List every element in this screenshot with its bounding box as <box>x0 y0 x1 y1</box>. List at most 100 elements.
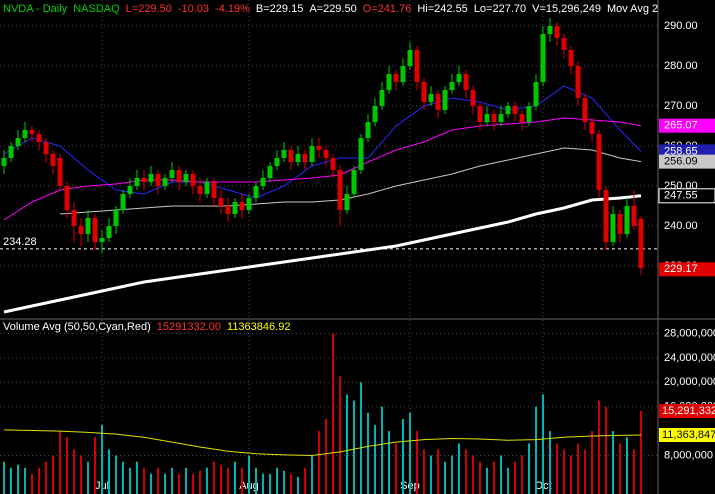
volume-bar <box>241 467 243 494</box>
candle-body <box>176 170 182 182</box>
price-label: 265.07 <box>664 120 698 132</box>
candle-body <box>624 206 630 234</box>
candle-body <box>316 146 322 150</box>
candle-body <box>43 142 49 154</box>
volume-bar <box>10 467 12 494</box>
candle-body <box>253 186 259 198</box>
volume-bar <box>220 464 222 494</box>
volume-bar <box>430 455 432 494</box>
candle-body <box>421 82 427 102</box>
candle-body <box>561 38 567 50</box>
candle-body <box>596 134 602 190</box>
volume-bar <box>290 473 292 494</box>
candle-body <box>470 90 476 106</box>
candle-body <box>71 210 77 226</box>
volume-bar <box>122 461 124 494</box>
candle-body <box>372 106 378 122</box>
candle-body <box>498 114 504 122</box>
candle-body <box>512 106 518 114</box>
header-item: Mov Avg 2 <box>607 3 658 15</box>
candle-body <box>29 130 35 134</box>
volume-bar <box>59 431 61 494</box>
volume-bar <box>535 406 537 494</box>
candle-body <box>239 202 245 210</box>
candle-body <box>491 114 497 122</box>
candle-body <box>232 202 238 214</box>
candle-body <box>85 218 91 234</box>
volume-bar <box>423 449 425 494</box>
volume-bar <box>283 470 285 494</box>
candle-body <box>50 154 56 166</box>
volume-label: 15,291,332 <box>662 405 715 417</box>
volume-bar <box>108 449 110 494</box>
candle-body <box>22 130 28 138</box>
candle-body <box>15 138 21 146</box>
header-item: Lo=227.70 <box>474 3 526 15</box>
candle-body <box>344 194 350 210</box>
volume-bar <box>626 437 628 494</box>
header-item: B=229.15 <box>256 3 303 15</box>
candle-body <box>554 26 560 38</box>
candle-body <box>302 154 308 162</box>
candle-body <box>113 210 119 226</box>
candle-body <box>36 134 42 142</box>
volume-bar <box>570 455 572 494</box>
volume-bar <box>24 467 26 494</box>
candle-body <box>267 166 273 178</box>
candle-body <box>526 106 532 122</box>
volume-tick-label: 28,000,000 <box>664 327 715 339</box>
volume-bar <box>206 467 208 494</box>
volume-bar <box>577 443 579 494</box>
volume-bar <box>87 461 89 494</box>
volume-bar <box>297 476 299 494</box>
candle-body <box>162 178 168 186</box>
volume-bar <box>458 443 460 494</box>
price-label: 229.17 <box>664 263 698 275</box>
volume-tick-label: 20,000,000 <box>664 376 715 388</box>
volume-bar <box>472 455 474 494</box>
candle-body <box>365 122 371 138</box>
header-item: -4.19% <box>215 3 250 15</box>
volume-bar <box>437 449 439 494</box>
volume-bar <box>332 333 334 494</box>
candle-body <box>414 50 420 82</box>
volume-bar <box>500 455 502 494</box>
volume-bar <box>381 406 383 494</box>
reference-label: 234.28 <box>3 236 37 248</box>
candle-body <box>190 174 196 186</box>
volume-average-line <box>3 429 642 457</box>
volume-bar <box>528 443 530 494</box>
volume-bar <box>346 394 348 494</box>
volume-bar <box>185 467 187 494</box>
volume-bar <box>66 437 68 494</box>
header-item: A=229.50 <box>309 3 356 15</box>
candle-body <box>533 82 539 106</box>
candle-body <box>155 174 161 186</box>
volume-bar <box>318 431 320 494</box>
volume-bar <box>388 431 390 494</box>
candle-body <box>400 66 406 82</box>
volume-label-box <box>659 427 715 442</box>
volume-bar <box>262 473 264 494</box>
candle-body <box>309 146 315 162</box>
volume-bar <box>192 473 194 494</box>
volume-bar <box>444 461 446 494</box>
volume-bar <box>31 473 33 494</box>
volume-bar <box>136 461 138 494</box>
volume-bar <box>521 455 523 494</box>
candle-body <box>540 34 546 82</box>
price-label-box <box>659 262 715 277</box>
header-item: 11363846.92 <box>227 321 290 333</box>
volume-bar <box>640 411 642 494</box>
candle-body <box>351 170 357 194</box>
volume-bar <box>409 412 411 494</box>
candle-body <box>547 26 553 34</box>
candle-body <box>428 94 434 102</box>
volume-bar <box>304 467 306 494</box>
candle-body <box>568 50 574 66</box>
candle-body <box>379 90 385 106</box>
candle-body <box>211 182 217 198</box>
candle-body <box>575 66 581 98</box>
